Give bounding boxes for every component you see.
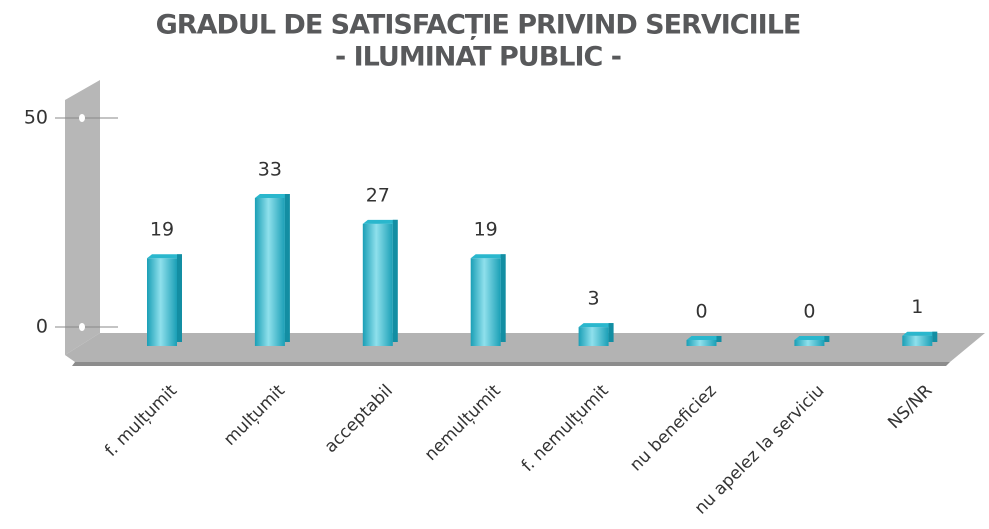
tick-dot [79,323,85,331]
value-label: 0 [695,301,707,323]
bar-top [794,336,830,340]
bar [254,198,285,346]
value-label: 19 [474,219,498,241]
y-tick-label: 50 [24,107,48,129]
bar-side [392,219,398,342]
bar-top [578,323,614,328]
value-label: 1 [911,296,923,318]
bar [470,258,501,346]
bar-side [177,254,182,342]
value-label: 19 [150,219,174,241]
bar-side [824,336,830,342]
x-tick-label: f. nemulțumit [518,381,613,476]
bar-top [470,254,506,259]
value-label: 3 [588,288,600,310]
x-tick-label: mulțumit [220,381,289,450]
floor-edge [72,362,950,366]
bar-side [716,336,722,342]
bar [147,258,177,346]
value-label: 27 [366,184,390,206]
bar [794,340,825,346]
bar [686,340,717,346]
bar-top [686,336,722,340]
x-tick-label: NS/NR [884,381,936,433]
back-wall [65,80,100,355]
tick-dot [79,114,85,122]
bar [362,223,393,346]
bar-top [902,331,938,336]
value-label: 33 [258,159,282,181]
x-tick-label: f. mulțumit [101,381,181,461]
value-label: 0 [803,301,815,323]
bar-side [608,323,614,342]
bar-top [362,219,398,224]
y-tick-label: 0 [36,316,48,338]
bar-side [500,254,506,342]
x-tick-label: acceptabil [321,381,397,457]
floor [65,333,985,362]
x-tick-label: nemulțumit [421,381,505,465]
bar [902,335,933,346]
bar [578,327,609,346]
bar-top [254,194,290,198]
chart-title: GRADUL DE SATISFACȚIE PRIVIND SERVICIILE [156,10,801,41]
bar-top [147,254,182,259]
bar-side [284,194,290,342]
x-tick-label: nu beneficiez [626,381,721,476]
bar-side [932,331,938,342]
chart-subtitle: - ILUMINAT PUBLIC - [335,42,621,73]
